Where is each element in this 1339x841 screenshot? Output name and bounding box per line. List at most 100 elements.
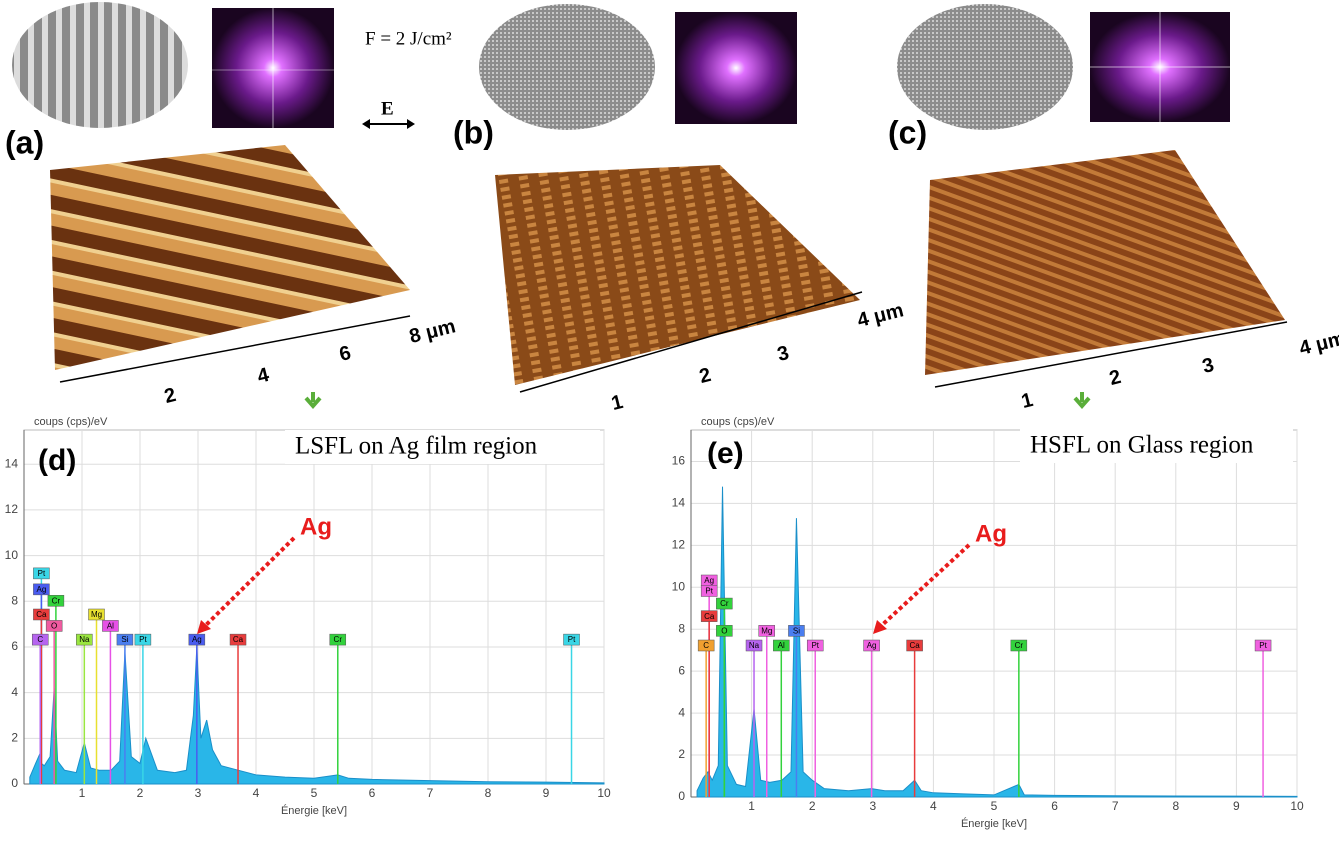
y-tick-label: 14 bbox=[5, 456, 19, 470]
y-tick-label: 2 bbox=[11, 730, 18, 744]
spectrum-title: LSFL on Ag film region bbox=[295, 433, 538, 460]
afm-axis-label: 8 μm bbox=[407, 315, 458, 348]
x-tick-label: 4 bbox=[930, 799, 937, 813]
element-label: Pt bbox=[1259, 641, 1267, 650]
element-label: Ag bbox=[867, 641, 877, 650]
sem-image bbox=[479, 4, 655, 130]
element-label: Al bbox=[107, 622, 114, 631]
x-tick-label: 3 bbox=[869, 799, 876, 813]
element-label: Pt bbox=[38, 569, 46, 578]
element-label: Cr bbox=[52, 596, 61, 605]
element-label: Ag bbox=[704, 576, 714, 585]
afm-axis-label: 4 μm bbox=[855, 299, 906, 332]
element-label: Ag bbox=[192, 635, 202, 644]
element-label: Cr bbox=[720, 599, 729, 608]
afm-axis-label: 1 bbox=[609, 391, 625, 415]
panel-label: (b) bbox=[453, 114, 494, 150]
element-label: Si bbox=[793, 626, 800, 635]
y-tick-label: 12 bbox=[672, 538, 686, 552]
element-label: Pt bbox=[811, 641, 819, 650]
element-label: Ca bbox=[704, 612, 715, 621]
panel-label: (c) bbox=[888, 114, 927, 150]
x-tick-label: 6 bbox=[369, 786, 376, 800]
afm-axis-label: 3 bbox=[1200, 354, 1216, 378]
element-label: Na bbox=[749, 641, 760, 650]
x-axis-label: Énergie [keV] bbox=[961, 817, 1027, 830]
x-tick-label: 9 bbox=[543, 786, 550, 800]
annotation: Ag bbox=[975, 520, 1007, 547]
annotation: Ag bbox=[300, 513, 332, 540]
field-label: E bbox=[381, 98, 394, 119]
x-tick-label: 7 bbox=[427, 786, 434, 800]
panel-label: (a) bbox=[5, 124, 44, 160]
panel-label: (d) bbox=[38, 444, 76, 477]
element-label: O bbox=[51, 622, 57, 631]
x-tick-label: 2 bbox=[137, 786, 144, 800]
x-tick-label: 1 bbox=[748, 799, 755, 813]
panel-label: (e) bbox=[707, 437, 744, 470]
element-label: Mg bbox=[761, 626, 772, 635]
afm-axis-label: 6 bbox=[337, 342, 353, 366]
element-label: C bbox=[37, 635, 43, 644]
y-tick-label: 16 bbox=[672, 454, 686, 468]
element-label: Ca bbox=[233, 635, 244, 644]
y-tick-label: 14 bbox=[672, 496, 686, 510]
x-tick-label: 4 bbox=[253, 786, 260, 800]
element-label: Cr bbox=[1015, 641, 1024, 650]
y-tick-label: 8 bbox=[11, 593, 18, 607]
y-tick-label: 6 bbox=[11, 639, 18, 653]
y-tick-label: 12 bbox=[5, 502, 19, 516]
element-label: Al bbox=[778, 641, 785, 650]
figure: F = 2 J/cm² E (a)2468 μm(b)1234 μm(c)123… bbox=[0, 0, 1339, 841]
element-label: Pt bbox=[705, 587, 713, 596]
element-label: Mg bbox=[91, 610, 102, 619]
x-tick-label: 1 bbox=[79, 786, 86, 800]
element-label: Pt bbox=[568, 635, 576, 644]
x-tick-label: 9 bbox=[1233, 799, 1240, 813]
afm-surfaces bbox=[50, 145, 1287, 406]
x-tick-label: 6 bbox=[1051, 799, 1058, 813]
y-axis-label: coups (cps)/eV bbox=[34, 416, 108, 428]
sem-image bbox=[12, 2, 188, 128]
afm-axis-label: 1 bbox=[1019, 389, 1035, 413]
element-label: O bbox=[721, 626, 727, 635]
element-label: Ca bbox=[36, 610, 47, 619]
y-tick-label: 8 bbox=[678, 621, 685, 635]
afm-axis-label: 3 bbox=[775, 342, 791, 366]
sem-fft-images bbox=[12, 2, 1230, 130]
y-tick-label: 6 bbox=[678, 663, 685, 677]
x-tick-label: 10 bbox=[597, 786, 611, 800]
afm-surface bbox=[50, 145, 410, 370]
afm-axis-label: 2 bbox=[162, 384, 178, 408]
afm-surface bbox=[495, 165, 860, 385]
afm-axis-label: 2 bbox=[1107, 366, 1123, 390]
element-label: Ag bbox=[37, 585, 47, 594]
y-tick-label: 2 bbox=[678, 747, 685, 761]
x-tick-label: 8 bbox=[1172, 799, 1179, 813]
x-tick-label: 10 bbox=[1290, 799, 1304, 813]
y-tick-label: 4 bbox=[11, 685, 18, 699]
sem-image bbox=[897, 4, 1073, 130]
element-label: Ca bbox=[909, 641, 920, 650]
x-axis-label: Énergie [keV] bbox=[281, 804, 347, 817]
y-axis-label: coups (cps)/eV bbox=[701, 416, 775, 428]
x-tick-label: 8 bbox=[485, 786, 492, 800]
figure-canvas: F = 2 J/cm² E (a)2468 μm(b)1234 μm(c)123… bbox=[0, 0, 1339, 841]
element-label: Si bbox=[121, 635, 128, 644]
y-tick-label: 10 bbox=[672, 579, 686, 593]
y-tick-label: 0 bbox=[678, 789, 685, 803]
fft-image bbox=[675, 12, 797, 124]
afm-axis-label: 2 bbox=[697, 364, 713, 388]
element-label: Pt bbox=[139, 635, 147, 644]
element-label: C bbox=[703, 641, 709, 650]
fluence: F = 2 J/cm² bbox=[365, 28, 452, 49]
x-tick-label: 2 bbox=[809, 799, 816, 813]
y-tick-label: 0 bbox=[11, 776, 18, 790]
x-tick-label: 5 bbox=[311, 786, 318, 800]
element-label: Na bbox=[79, 635, 90, 644]
afm-surface bbox=[925, 150, 1285, 375]
x-tick-label: 5 bbox=[991, 799, 998, 813]
y-tick-label: 10 bbox=[5, 548, 19, 562]
x-tick-label: 7 bbox=[1112, 799, 1119, 813]
spectrum-title: HSFL on Glass region bbox=[1030, 432, 1254, 459]
